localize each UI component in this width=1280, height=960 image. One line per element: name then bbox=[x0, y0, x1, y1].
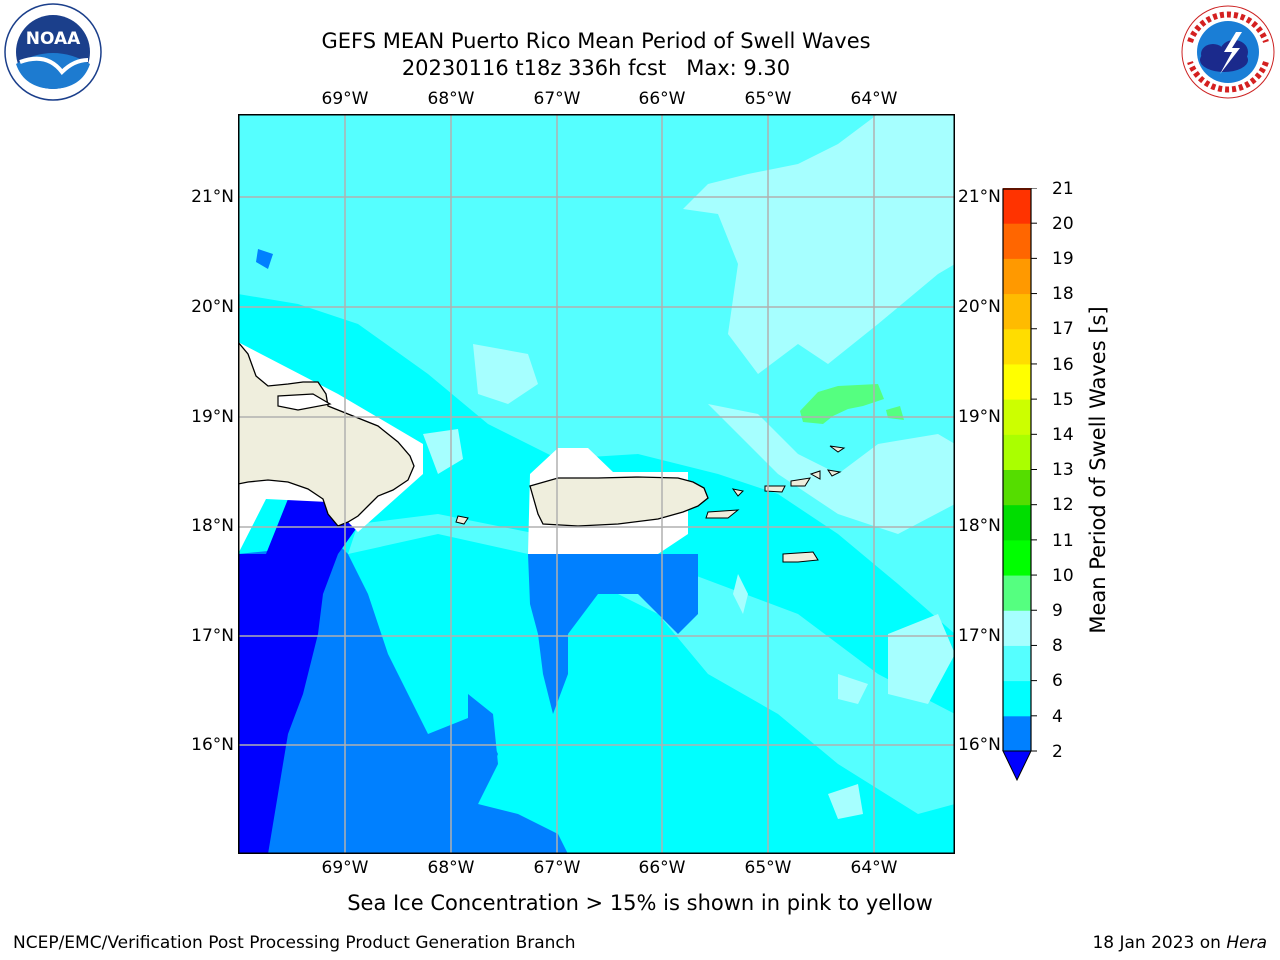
colorbar-segment-13 bbox=[1003, 434, 1031, 470]
lon-tick-bottom-64w: 64°W bbox=[850, 858, 898, 878]
land-st-thomas bbox=[764, 485, 786, 493]
noaa-logo-text: NOAA bbox=[26, 29, 81, 49]
lat-tick-left-17n: 17°N bbox=[191, 626, 234, 646]
lon-tick-bottom-66w: 66°W bbox=[638, 858, 686, 878]
footer-date-text: 18 Jan 2023 on bbox=[1092, 933, 1227, 953]
lon-tick-bottom-67w: 67°W bbox=[533, 858, 581, 878]
colorbar-segment-6 bbox=[1003, 645, 1031, 682]
colorbar-segment-15 bbox=[1003, 363, 1031, 400]
colorbar-label: Mean Period of Swell Waves [s] bbox=[1086, 306, 1110, 634]
contour-8-9-s3 bbox=[733, 574, 748, 614]
colorbar bbox=[1002, 187, 1038, 784]
colorbar-tick-6: 6 bbox=[1052, 671, 1063, 691]
colorbar-segment-9 bbox=[1003, 575, 1031, 611]
lat-tick-right-16n: 16°N bbox=[958, 735, 1001, 755]
land-hispaniola bbox=[237, 340, 415, 527]
nws-logo bbox=[1178, 2, 1278, 102]
map-title-line1: GEFS MEAN Puerto Rico Mean Period of Swe… bbox=[321, 29, 871, 53]
contour-9-10 bbox=[800, 384, 884, 424]
land-mona bbox=[455, 515, 469, 525]
lat-tick-left-19n: 19°N bbox=[191, 407, 234, 427]
colorbar-segment-2 bbox=[1003, 715, 1031, 752]
footer-date: 18 Jan 2023 on Hera bbox=[1092, 933, 1267, 953]
colorbar-tick-9: 9 bbox=[1052, 601, 1063, 621]
map-grid bbox=[238, 114, 955, 854]
colorbar-tick-17: 17 bbox=[1052, 319, 1074, 339]
lat-tick-right-17n: 17°N bbox=[958, 626, 1001, 646]
colorbar-under-triangle bbox=[1002, 750, 1032, 782]
sea-ice-note: Sea Ice Concentration > 15% is shown in … bbox=[347, 891, 933, 915]
samana-bay bbox=[277, 393, 332, 411]
lon-tick-bottom-68w: 68°W bbox=[427, 858, 475, 878]
contour-2-4 bbox=[238, 499, 358, 854]
land-vieques bbox=[705, 509, 740, 519]
footer-organization: NCEP/EMC/Verification Post Processing Pr… bbox=[13, 933, 576, 953]
colorbar-tick-2: 2 bbox=[1052, 742, 1063, 762]
colorbar-tick-11: 11 bbox=[1052, 531, 1074, 551]
colorbar-svg bbox=[1002, 187, 1037, 782]
colorbar-tick-4: 4 bbox=[1052, 707, 1063, 727]
lat-tick-right-21n: 21°N bbox=[958, 187, 1001, 207]
lon-tick-bottom-69w: 69°W bbox=[321, 858, 369, 878]
colorbar-tick-10: 10 bbox=[1052, 566, 1074, 586]
lat-tick-left-20n: 20°N bbox=[191, 297, 234, 317]
contour-8-9-s bbox=[828, 784, 863, 819]
lon-tick-bottom-65w: 65°W bbox=[744, 858, 792, 878]
colorbar-segment-11 bbox=[1003, 504, 1031, 541]
contour-8-9-east bbox=[708, 404, 955, 534]
land-culebra bbox=[731, 488, 745, 497]
land-st-croix bbox=[782, 551, 819, 563]
lat-tick-left-16n: 16°N bbox=[191, 735, 234, 755]
contour-4-6-center bbox=[528, 554, 698, 714]
colorbar-tick-20: 20 bbox=[1052, 214, 1074, 234]
colorbar-tick-21: 21 bbox=[1052, 179, 1074, 199]
land-tortola bbox=[790, 477, 812, 487]
lon-tick-top-68w: 68°W bbox=[427, 89, 475, 109]
colorbar-segment-4 bbox=[1003, 680, 1031, 717]
lat-tick-right-19n: 19°N bbox=[958, 407, 1001, 427]
colorbar-segment-8 bbox=[1003, 610, 1031, 646]
lat-tick-left-21n: 21°N bbox=[191, 187, 234, 207]
lon-tick-top-64w: 64°W bbox=[850, 89, 898, 109]
map-title-line2: 20230116 t18z 336h fcst Max: 9.30 bbox=[401, 56, 791, 80]
contour-8-9-north bbox=[683, 114, 955, 374]
colorbar-tick-16: 16 bbox=[1052, 355, 1074, 375]
colorbar-segment-12 bbox=[1003, 469, 1031, 506]
contour-8-9-mona bbox=[473, 344, 538, 404]
land-anegada-south bbox=[826, 469, 842, 477]
colorbar-segment-17 bbox=[1003, 293, 1031, 330]
contour-4-6-strip bbox=[468, 694, 498, 804]
colorbar-tick-19: 19 bbox=[1052, 249, 1074, 269]
lat-tick-left-18n: 18°N bbox=[191, 516, 234, 536]
swell-period-map bbox=[237, 114, 955, 854]
colorbar-tick-12: 12 bbox=[1052, 495, 1074, 515]
colorbar-segment-14 bbox=[1003, 399, 1031, 435]
map-panel bbox=[237, 114, 955, 854]
map-frame bbox=[238, 114, 955, 854]
lon-tick-top-65w: 65°W bbox=[744, 89, 792, 109]
colorbar-segment-18 bbox=[1003, 258, 1031, 295]
colorbar-tick-15: 15 bbox=[1052, 390, 1074, 410]
footer-machine: Hera bbox=[1226, 933, 1267, 953]
colorbar-tick-13: 13 bbox=[1052, 460, 1074, 480]
land-puerto-rico bbox=[529, 476, 709, 527]
colorbar-segment-20 bbox=[1003, 188, 1031, 224]
colorbar-tick-8: 8 bbox=[1052, 636, 1063, 656]
colorbar-segment-10 bbox=[1003, 539, 1031, 576]
lon-tick-top-66w: 66°W bbox=[638, 89, 686, 109]
colorbar-tick-18: 18 bbox=[1052, 284, 1074, 304]
contour-4-6-north bbox=[256, 249, 273, 269]
lat-tick-right-18n: 18°N bbox=[958, 516, 1001, 536]
lon-tick-top-69w: 69°W bbox=[321, 89, 369, 109]
land-anegada bbox=[829, 445, 846, 453]
noaa-logo: NOAA bbox=[2, 2, 104, 102]
land-virgin-gorda bbox=[809, 470, 821, 480]
contour-8-9-west bbox=[423, 429, 463, 474]
lon-tick-top-67w: 67°W bbox=[533, 89, 581, 109]
contour-8-9-s2 bbox=[838, 674, 868, 704]
colorbar-segment-16 bbox=[1003, 328, 1031, 365]
colorbar-tick-14: 14 bbox=[1052, 425, 1074, 445]
colorbar-segment-19 bbox=[1003, 223, 1031, 259]
lat-tick-right-20n: 20°N bbox=[958, 297, 1001, 317]
